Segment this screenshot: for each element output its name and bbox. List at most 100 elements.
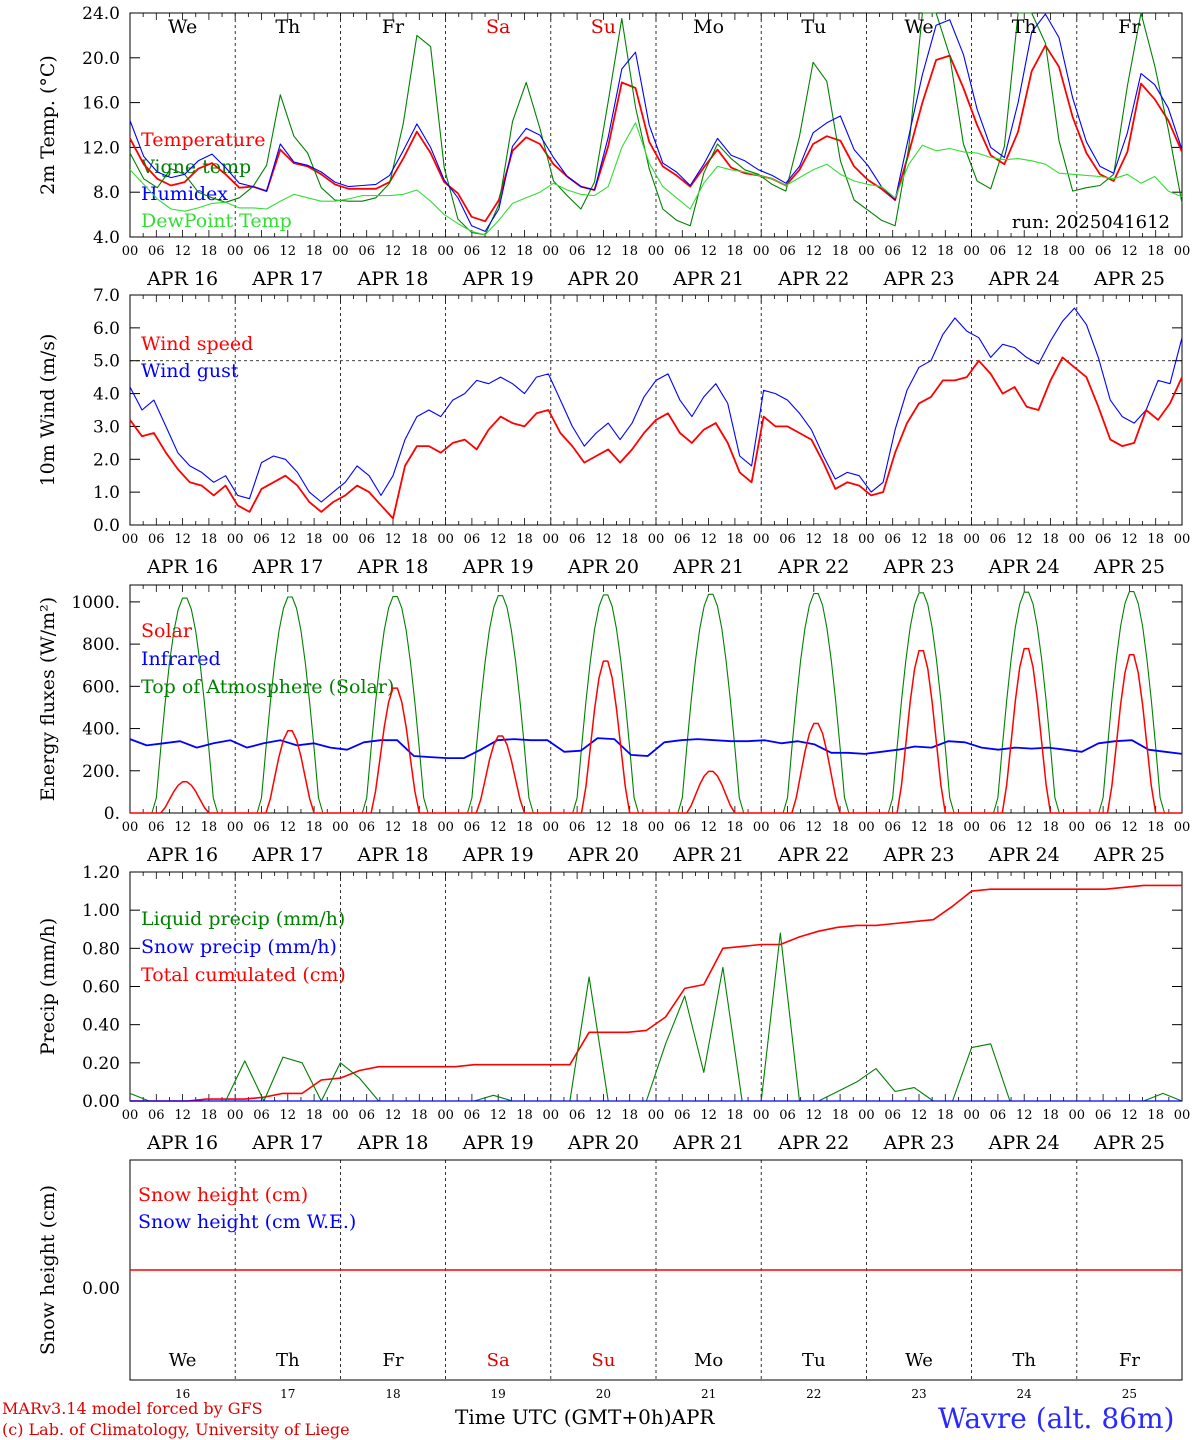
x-hour-label: 18 xyxy=(937,820,954,835)
legend-entry: Snow height (cm) xyxy=(138,1184,308,1206)
x-date-label: APR 25 xyxy=(1093,844,1165,866)
x-hour-label: 06 xyxy=(253,532,270,547)
weekday-label: Su xyxy=(591,16,616,38)
x-hour-label: 12 xyxy=(174,820,191,835)
y-tick-label: 3.0 xyxy=(93,417,120,437)
x-date-label: APR 21 xyxy=(672,844,744,866)
x-hour-label: 18 xyxy=(937,1108,954,1123)
legend-entry: Top of Atmosphere (Solar) xyxy=(141,676,394,698)
x-hour-label: 06 xyxy=(569,244,586,259)
x-hour-label: 18 xyxy=(621,1108,638,1123)
x-hour-label: 00 xyxy=(648,820,665,835)
y-tick-label: 0. xyxy=(104,804,120,824)
x-hour-label: 00 xyxy=(753,532,770,547)
y-tick-label: 600. xyxy=(82,677,120,697)
series-line xyxy=(129,932,1183,1102)
weekday-label: Tu xyxy=(802,1350,826,1371)
x-hour-label: 06 xyxy=(148,244,165,259)
x-date-label: APR 17 xyxy=(251,268,323,290)
y-tick-label: 5.0 xyxy=(93,352,120,372)
x-hour-label: 18 xyxy=(832,820,849,835)
x-hour-label: 00 xyxy=(122,1108,139,1123)
station-label: Wavre (alt. 86m) xyxy=(938,1402,1175,1435)
x-hour-label: 00 xyxy=(963,820,980,835)
y-tick-label: 7.0 xyxy=(93,286,120,306)
x-date-label: APR 22 xyxy=(777,844,849,866)
series-line xyxy=(129,44,1183,223)
x-hour-label: 12 xyxy=(700,1108,717,1123)
x-hour-label: 18 xyxy=(411,820,428,835)
x-hour-label: 00 xyxy=(858,820,875,835)
weekday-label: We xyxy=(904,16,933,38)
x-date-label: APR 24 xyxy=(988,268,1060,290)
x-hour-label: 12 xyxy=(385,532,402,547)
weekday-label: Fr xyxy=(1119,1350,1140,1371)
y-tick-label: 0.40 xyxy=(82,1016,120,1036)
x-hour-label: 18 xyxy=(201,532,218,547)
panel-2: 00 06 12 18 APR 16 00 06 12 18 APR 17 00 06 12 18 APR … xyxy=(37,286,1190,578)
x-hour-label: 12 xyxy=(174,244,191,259)
legend-entry: Temperature xyxy=(141,129,265,151)
x-hour-label: 12 xyxy=(1121,244,1138,259)
weekday-label: Sa xyxy=(487,1350,510,1371)
x-hour-label: 06 xyxy=(779,244,796,259)
x-hour-label: 18 xyxy=(411,532,428,547)
x-hour-label: 00 xyxy=(227,244,244,259)
x-hour-label: 18 xyxy=(621,532,638,547)
y-tick-label: 1.20 xyxy=(82,863,120,883)
x-date-label: APR 17 xyxy=(251,1132,323,1154)
x-hour-label: 06 xyxy=(884,820,901,835)
x-date-label: APR 19 xyxy=(462,556,534,578)
x-hour-label: 00 xyxy=(437,820,454,835)
x-hour-label: 00 xyxy=(543,820,560,835)
x-hour-label: 00 xyxy=(332,1108,349,1123)
x-hour-label: 12 xyxy=(1121,820,1138,835)
x-date-label: APR 23 xyxy=(882,844,954,866)
weekday-label: We xyxy=(905,1350,933,1371)
day-number-label: 21 xyxy=(701,1387,716,1401)
series-line xyxy=(129,356,1183,520)
y-axis-label: Energy fluxes (W/m²) xyxy=(37,597,59,801)
x-hour-label: 12 xyxy=(1016,1108,1033,1123)
day-number-label: 17 xyxy=(280,1387,295,1401)
legend-entry: Wind speed xyxy=(141,333,253,355)
x-hour-label: 06 xyxy=(674,532,691,547)
x-hour-label: 06 xyxy=(358,1108,375,1123)
weekday-label: Fr xyxy=(1118,16,1141,38)
x-date-label: APR 25 xyxy=(1093,1132,1165,1154)
x-hour-label: 18 xyxy=(1042,1108,1059,1123)
x-hour-label: 00 xyxy=(227,532,244,547)
x-hour-label: 12 xyxy=(1016,244,1033,259)
x-hour-label: 00 xyxy=(332,820,349,835)
x-date-label: APR 20 xyxy=(567,1132,639,1154)
x-hour-label: 12 xyxy=(280,244,297,259)
y-tick-label: 20.0 xyxy=(82,49,120,69)
x-date-label: APR 20 xyxy=(567,556,639,578)
x-date-label: APR 21 xyxy=(672,1132,744,1154)
x-hour-label: 00 xyxy=(753,244,770,259)
x-hour-label: 00 xyxy=(227,1108,244,1123)
x-hour-label: 12 xyxy=(700,532,717,547)
legend-entry: Total cumulated (cm) xyxy=(141,964,346,986)
x-hour-label: 18 xyxy=(621,244,638,259)
x-hour-label: 18 xyxy=(306,532,323,547)
x-hour-label: 12 xyxy=(1121,1108,1138,1123)
y-axis-label: Snow height (cm) xyxy=(37,1185,59,1355)
x-hour-label: 12 xyxy=(490,820,507,835)
day-number-label: 22 xyxy=(806,1387,821,1401)
x-hour-label: 12 xyxy=(490,1108,507,1123)
weekday-label: Sa xyxy=(486,16,510,38)
day-number-label: 24 xyxy=(1017,1387,1033,1401)
weekday-label: Mo xyxy=(694,1350,723,1371)
weekday-label: Th xyxy=(1012,1350,1036,1371)
day-number-label: 18 xyxy=(385,1387,400,1401)
x-hour-label: 00 xyxy=(648,1108,665,1123)
y-tick-label: 0.60 xyxy=(82,978,120,998)
x-hour-label: 06 xyxy=(674,1108,691,1123)
x-hour-label: 06 xyxy=(674,244,691,259)
day-number-label: 23 xyxy=(911,1387,926,1401)
x-date-label: APR 18 xyxy=(356,1132,428,1154)
x-hour-label: 18 xyxy=(621,820,638,835)
y-tick-label: 0.0 xyxy=(93,516,120,536)
x-date-label: APR 21 xyxy=(672,556,744,578)
